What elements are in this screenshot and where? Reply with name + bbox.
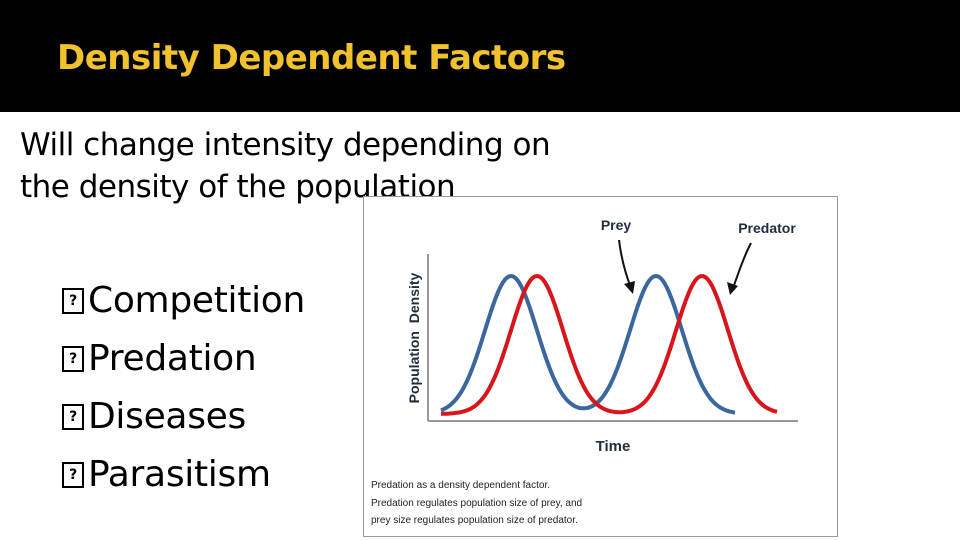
bullet-text: Parasitism xyxy=(88,454,271,495)
bullet-item: ? Competition xyxy=(62,272,305,330)
bullet-text: Diseases xyxy=(88,396,246,437)
missing-glyph-box-icon: ? xyxy=(62,288,84,314)
figure-frame xyxy=(363,196,838,537)
predator-label: Predator xyxy=(738,220,796,236)
caption-line: Predation regulates population size of p… xyxy=(371,498,582,509)
bullet-text: Competition xyxy=(88,280,306,321)
missing-glyph-box-icon: ? xyxy=(62,404,84,430)
predator-prey-graph: Population Density Time Prey Predator Pr… xyxy=(363,196,838,537)
missing-glyph-box-icon: ? xyxy=(62,346,84,372)
prey-arrow-icon xyxy=(618,239,635,294)
bullet-item: ? Predation xyxy=(62,330,305,388)
bullet-list: ? Competition ? Predation ? Diseases ? Paras… xyxy=(62,272,305,504)
predator-arrow-icon xyxy=(727,242,752,295)
predator-curve xyxy=(441,273,778,416)
caption-line: prey size regulates population size of p… xyxy=(371,515,578,526)
title-bar xyxy=(0,0,960,112)
prey-curve xyxy=(440,273,736,415)
caption-line: Predation as a density dependent factor. xyxy=(371,480,550,491)
bullet-text: Predation xyxy=(88,338,257,379)
missing-glyph-box-icon: ? xyxy=(62,462,84,488)
x-axis-label: Time xyxy=(596,438,631,455)
prey-label: Prey xyxy=(601,217,632,233)
y-axis-label: Population Density xyxy=(406,272,422,403)
bullet-item: ? Diseases xyxy=(62,388,305,446)
predator-prey-figure: Population Density Time Prey Predator Pr… xyxy=(363,196,838,537)
slide-title: Density Dependent Factors xyxy=(57,38,566,78)
bullet-item: ? Parasitism xyxy=(62,446,305,504)
